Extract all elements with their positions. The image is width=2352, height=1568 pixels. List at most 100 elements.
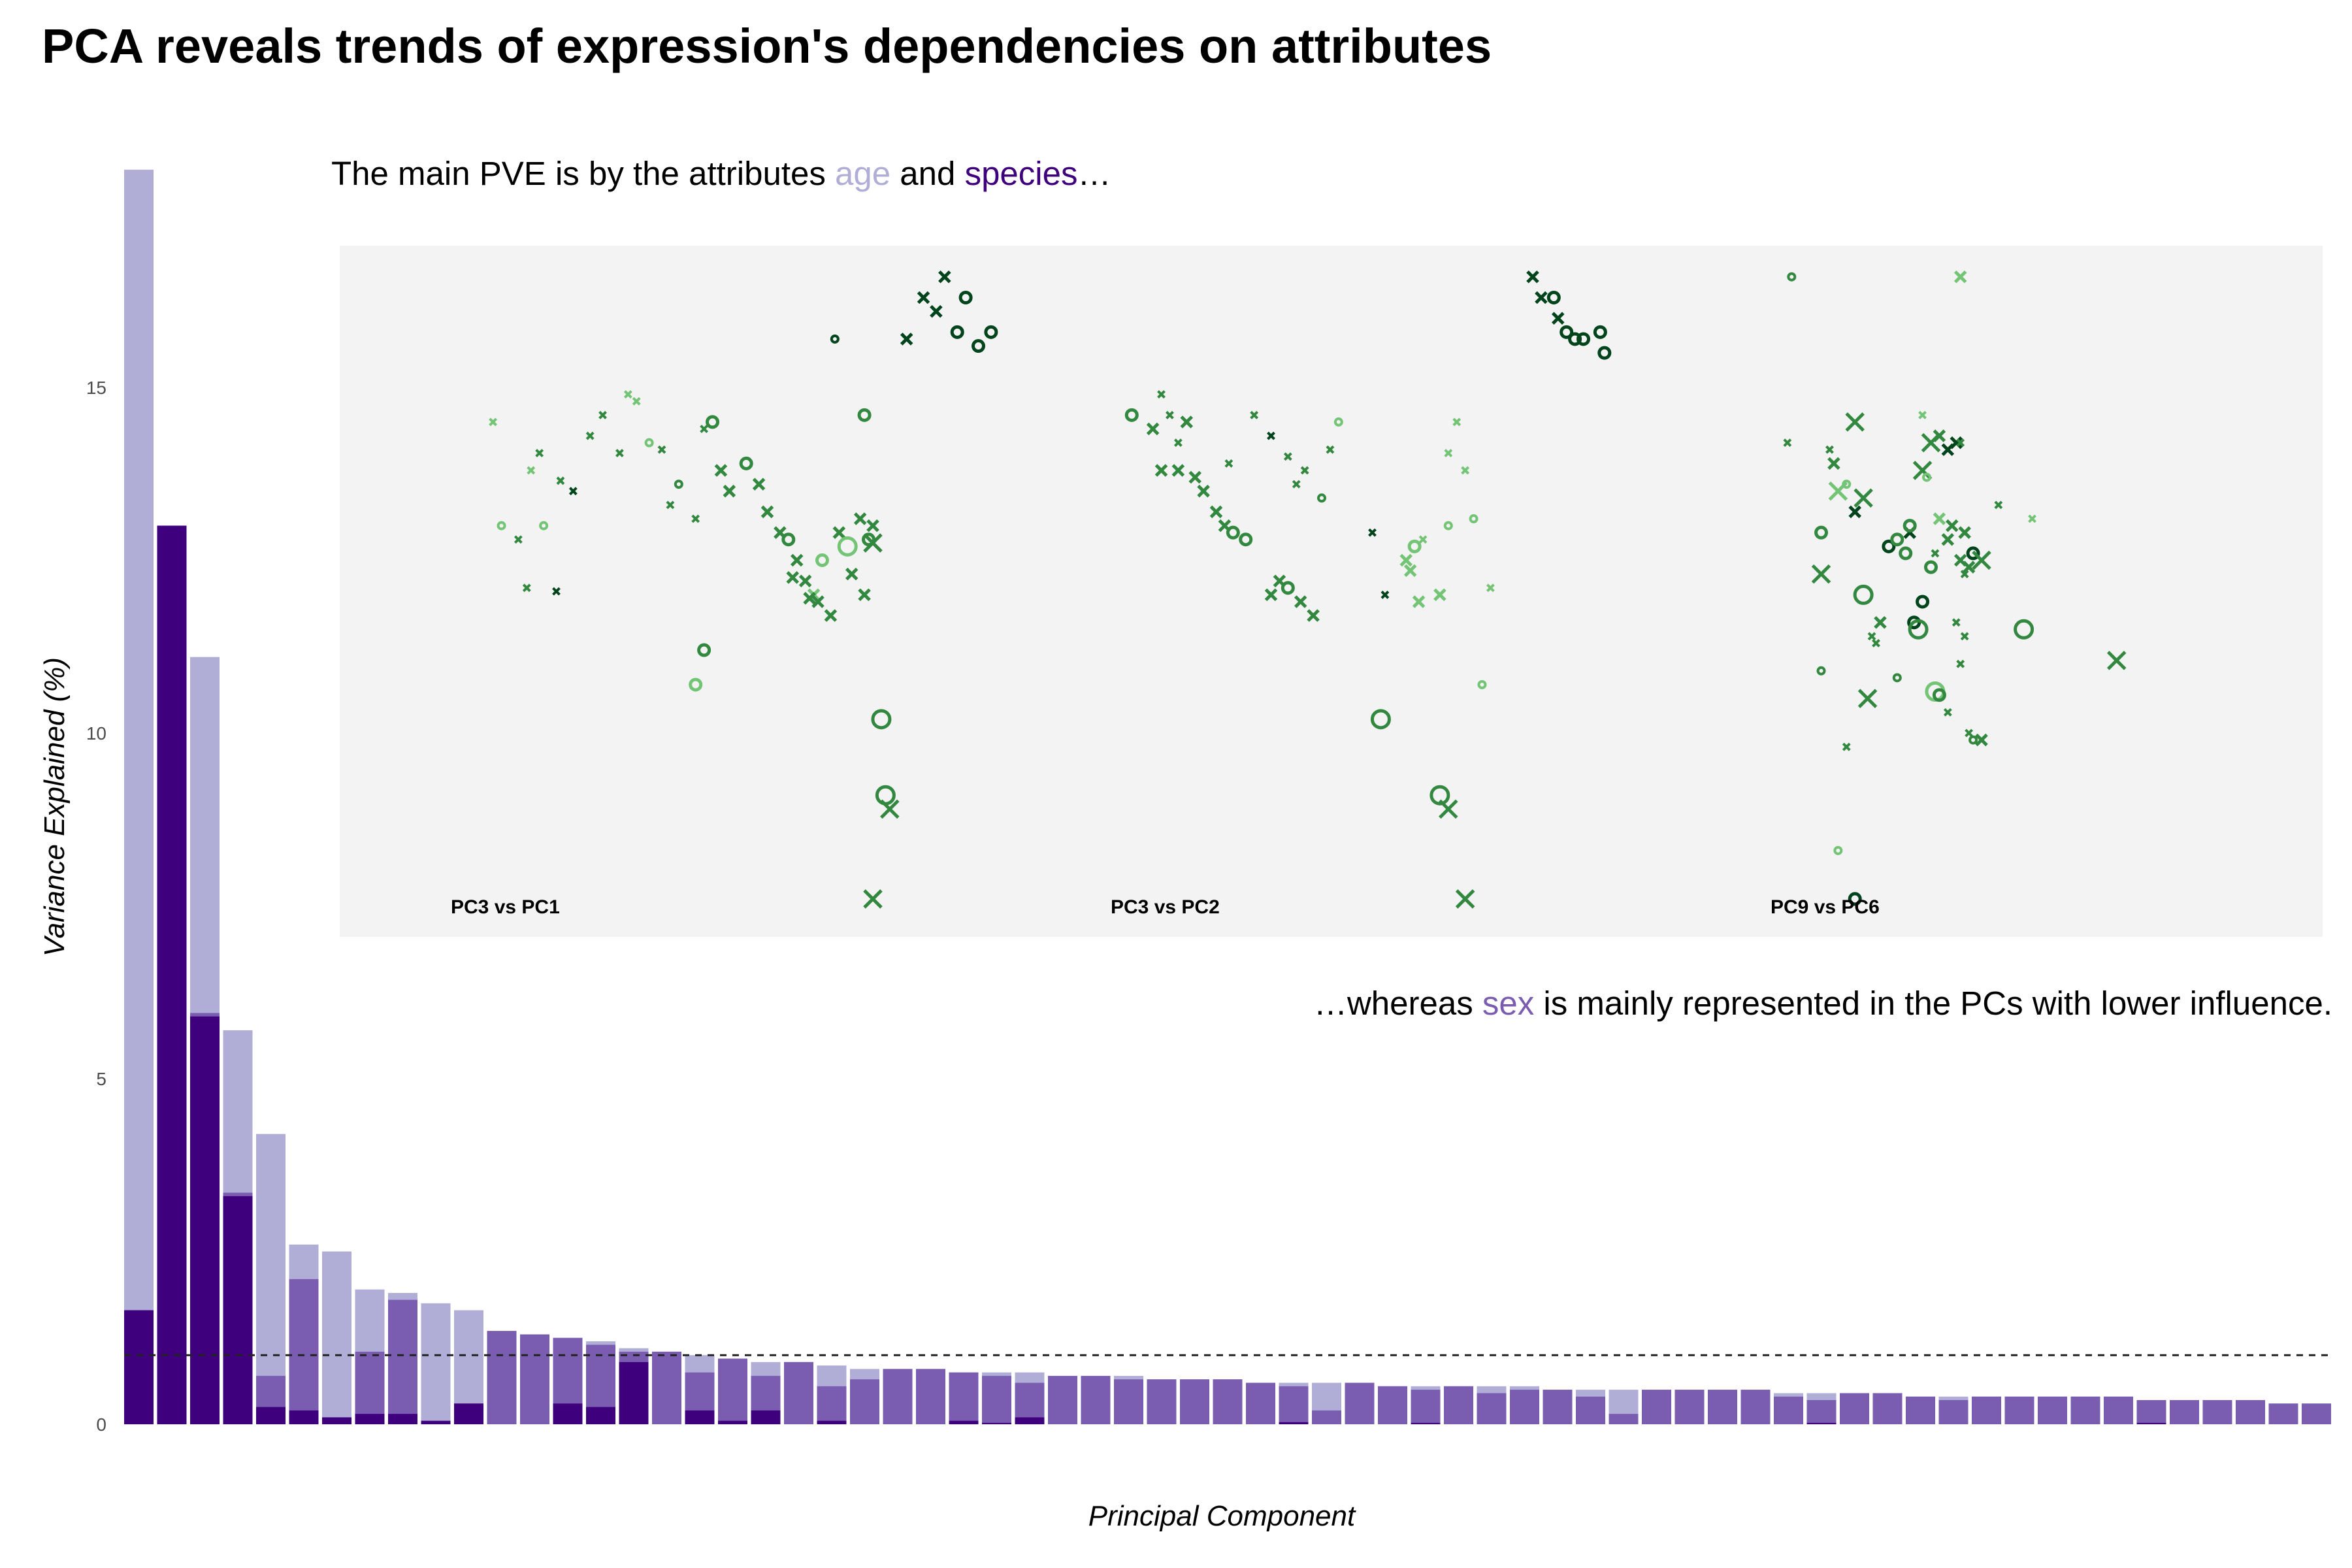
scatter-point-cross	[1307, 609, 1320, 622]
scatter-point-cross	[657, 445, 666, 454]
pc-bar-group	[1576, 1390, 1605, 1424]
bar-sex	[1048, 1375, 1077, 1424]
scatter-point-circle	[815, 553, 829, 567]
scatter-point-cross	[1292, 480, 1301, 489]
y-axis: 0 5 10 15	[86, 378, 106, 1435]
pc-bar-group	[1279, 1382, 1309, 1424]
bar-species	[1279, 1422, 1309, 1424]
pc-bar-group	[1312, 1382, 1341, 1424]
scatter-point-cross	[527, 466, 536, 475]
bar-sex	[2236, 1399, 2265, 1424]
scatter-point-cross	[1399, 553, 1413, 567]
bar-sex	[1213, 1379, 1243, 1424]
bar-sex	[520, 1334, 549, 1424]
bars-layer	[124, 169, 2331, 1425]
bar-sex	[487, 1331, 517, 1424]
pc-bar-group	[1543, 1390, 1573, 1424]
scatter-point-cross	[615, 449, 624, 457]
bar-sex	[1246, 1382, 1275, 1424]
scatter-point-cross	[714, 464, 728, 477]
scatter-point-cross	[832, 526, 846, 539]
bar-sex	[1872, 1393, 1903, 1424]
scatter-point-cross	[1950, 436, 1963, 449]
scatter-point-cross	[1444, 449, 1453, 457]
pc-bar-group	[1972, 1396, 2001, 1424]
scatter-point-circle	[1816, 666, 1826, 676]
bar-sex	[2170, 1399, 2199, 1424]
bar-species	[751, 1410, 781, 1424]
scatter-point-cross	[1931, 549, 1940, 558]
bar-sex	[1180, 1379, 1209, 1424]
scatter-point-cross	[1551, 312, 1565, 325]
scatter-point-circle	[1333, 417, 1343, 427]
bar-species	[1015, 1417, 1045, 1424]
scatter-point-cross	[1994, 500, 2003, 510]
scatter-point-cross	[598, 410, 607, 419]
y-tick-label: 10	[86, 723, 106, 743]
bar-sex	[982, 1375, 1011, 1424]
inset-panel-label: PC3 vs PC1	[451, 896, 560, 918]
bar-sex	[2202, 1399, 2232, 1424]
bar-sex	[289, 1279, 319, 1424]
scatter-point-cross	[552, 587, 561, 596]
scatter-point-circle	[958, 290, 973, 304]
scatter-point-cross	[1958, 526, 1971, 539]
scatter-point-cross	[691, 514, 700, 523]
scatter-point-cross	[798, 574, 812, 588]
scatter-point-cross	[938, 270, 951, 284]
scatter-point-cross	[752, 478, 766, 491]
pc-bar-group	[388, 1292, 417, 1424]
y-tick-label: 0	[96, 1414, 106, 1435]
pc-bar-group	[619, 1348, 649, 1424]
scatter-point-cross	[1827, 457, 1840, 470]
pc-bar-group	[223, 1030, 253, 1424]
pc-bar-group	[1411, 1386, 1441, 1424]
scatter-point-circle	[1890, 532, 1904, 547]
scatter-point-cross	[1960, 632, 1969, 641]
scatter-point-cross	[568, 487, 578, 496]
pc-bar-group	[355, 1289, 385, 1424]
pc-bar-group	[1114, 1375, 1143, 1424]
bar-sex	[1444, 1386, 1473, 1424]
bar-sex	[1674, 1390, 1705, 1424]
scatter-point-cross	[863, 889, 883, 909]
bar-total	[124, 169, 154, 1425]
scatter-point-cross	[1380, 590, 1390, 599]
scatter-point-cross	[853, 512, 867, 525]
scatter-point-cross	[535, 449, 544, 457]
bar-species	[190, 1016, 220, 1424]
scatter-point-circle	[697, 643, 711, 657]
scatter-point-cross	[880, 799, 900, 819]
bar-species	[289, 1410, 319, 1424]
scatter-point-circle	[1281, 581, 1295, 595]
pc-bar-group	[1806, 1393, 1837, 1424]
scatter-point-cross	[824, 609, 838, 622]
scatter-point-circle	[837, 536, 858, 557]
annotation-bottom-prefix: …whereas	[1314, 985, 1482, 1022]
pc-bar-group	[190, 657, 220, 1424]
bar-sex	[2136, 1399, 2166, 1424]
y-tick-label: 15	[86, 378, 106, 398]
scatter-point-cross	[1872, 639, 1880, 647]
scatter-point-circle	[1842, 480, 1852, 489]
scatter-point-cross	[1526, 270, 1539, 284]
pc-bar-group	[322, 1251, 351, 1424]
pc-bar-group	[2170, 1399, 2199, 1424]
scatter-point-circle	[830, 334, 840, 344]
scatter-point-cross	[1933, 429, 1946, 442]
scatter-point-cross	[623, 390, 632, 399]
pc-bar-group	[916, 1369, 945, 1424]
bar-species	[454, 1403, 483, 1424]
pc-bar-group	[289, 1244, 319, 1424]
bar-species	[982, 1422, 1011, 1424]
bar-species	[586, 1407, 615, 1424]
annotation-species: species	[965, 155, 1078, 192]
scatter-point-circle	[1407, 539, 1422, 553]
scatter-point-cross	[1842, 742, 1851, 751]
bar-species	[817, 1420, 847, 1424]
pc-bar-group	[949, 1372, 979, 1424]
scatter-point-circle	[1848, 892, 1862, 906]
bar-sex	[718, 1358, 747, 1424]
pc-bar-group	[553, 1337, 583, 1424]
bar-species	[553, 1403, 583, 1424]
